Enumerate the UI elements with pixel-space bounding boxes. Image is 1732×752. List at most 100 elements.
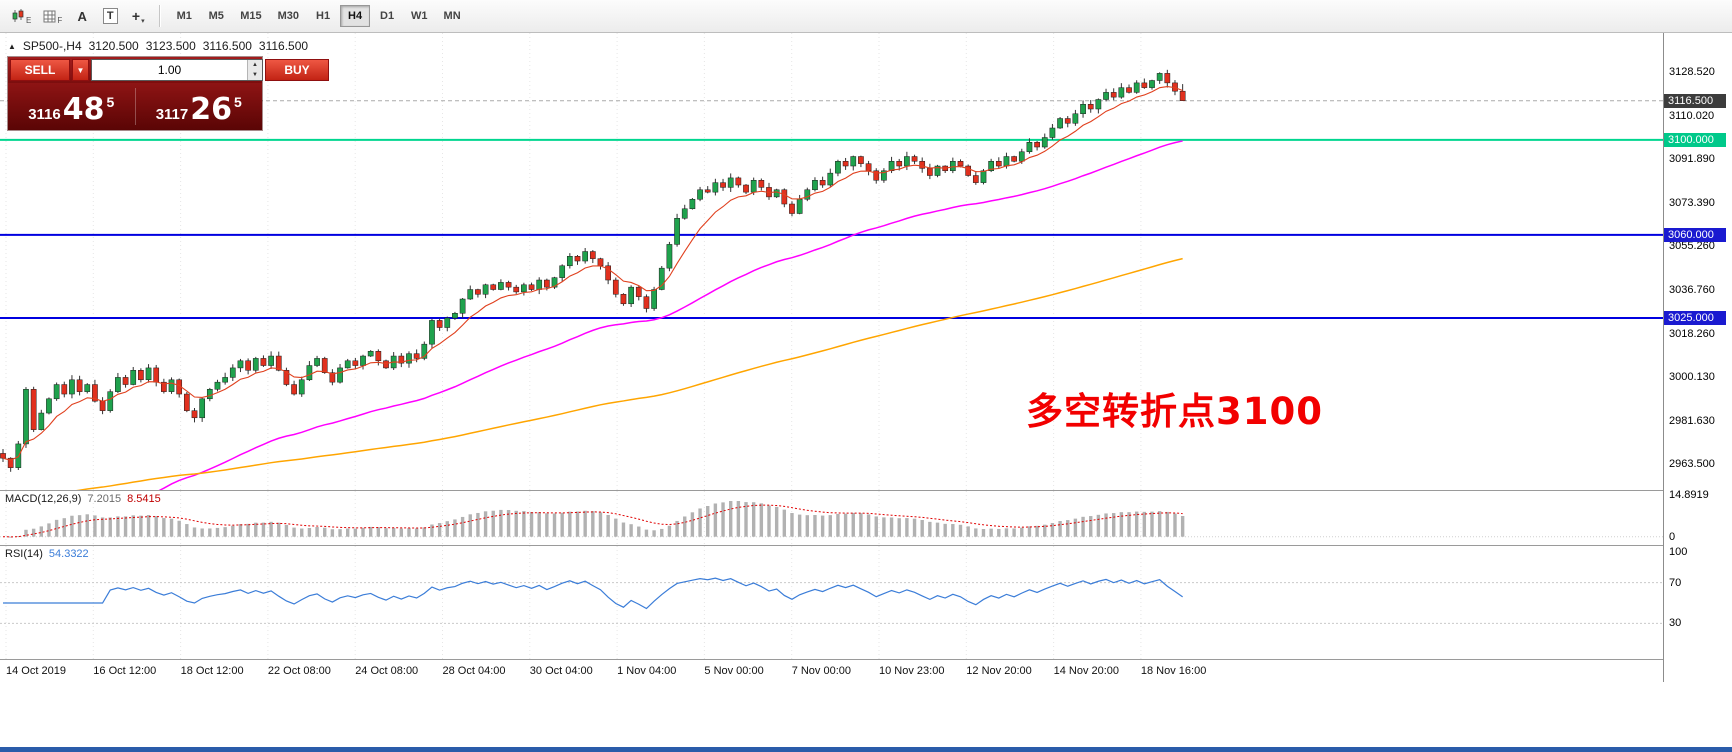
- bottom-margin: [0, 682, 1732, 752]
- time-axis-label: 7 Nov 00:00: [791, 665, 852, 677]
- rsi-value: 54.3322: [48, 548, 89, 560]
- window-bottom-edge: [0, 747, 1732, 752]
- buy-button[interactable]: BUY: [265, 59, 329, 81]
- sell-price-display[interactable]: 3116 48 5: [8, 83, 135, 130]
- grid-tool-button[interactable]: F: [38, 4, 67, 28]
- price-axis[interactable]: 3128.520 3110.020 3091.890 3073.390 3055.260…: [1663, 33, 1732, 682]
- crosshair-tool-button[interactable]: + ▾: [125, 4, 151, 28]
- timeframe-button-W1[interactable]: W1: [404, 5, 435, 27]
- sell-price-big-digits: 48: [62, 92, 105, 128]
- trade-prices-row: 3116 48 5 3117 26 5: [8, 83, 262, 130]
- timeframe-button-M30[interactable]: M30: [271, 5, 306, 27]
- text-tool-button[interactable]: T: [97, 4, 123, 28]
- timeframe-button-M1[interactable]: M1: [169, 5, 199, 27]
- timeframe-button-H1[interactable]: H1: [308, 5, 338, 27]
- price-level-badge-3060: 3060.000: [1664, 227, 1726, 242]
- grid-icon: [43, 10, 56, 22]
- sell-price-prefix: 3116: [28, 105, 61, 123]
- timeframe-button-MN[interactable]: MN: [437, 5, 468, 27]
- timeframe-button-M5[interactable]: M5: [201, 5, 231, 27]
- rsi-title: RSI(14): [5, 548, 43, 560]
- order-type-dropdown[interactable]: ▼: [72, 59, 89, 81]
- timeframe-button-H4[interactable]: H4: [340, 5, 371, 27]
- trade-controls-row: SELL ▼ ▲ ▼ BUY: [8, 57, 329, 83]
- time-axis-label: 14 Oct 2019: [6, 665, 66, 677]
- letter-a-tool-button[interactable]: A: [69, 4, 95, 28]
- chart-quote-header: ▲ SP500-,H4 3120.500 3123.500 3116.500 3…: [8, 39, 308, 53]
- price-axis-tick: 3036.760: [1669, 284, 1715, 297]
- rsi-axis-tick: 70: [1669, 576, 1682, 589]
- price-axis-tick: 3091.890: [1669, 153, 1715, 166]
- macd-axis-tick: 0: [1669, 530, 1676, 543]
- main-toolbar: E F A T + ▾ M1 M5 M15 M30 H1 H4 D1 W1 MN: [0, 0, 1732, 33]
- buy-price-prefix: 3117: [155, 105, 189, 123]
- quote-high: 3123.500: [145, 39, 196, 53]
- price-axis-tick: 3055.260: [1669, 240, 1715, 253]
- toolbar-separator: [159, 5, 162, 27]
- buy-price-pip-digit: 5: [234, 94, 242, 110]
- time-axis-label: 30 Oct 04:00: [529, 665, 593, 677]
- time-axis-label: 24 Oct 08:00: [355, 665, 419, 677]
- volume-spinner: ▲ ▼: [247, 60, 262, 80]
- rsi-axis-tick: 100: [1669, 546, 1688, 558]
- price-axis-tick: 3000.130: [1669, 371, 1715, 384]
- crosshair-icon: +: [131, 8, 141, 24]
- quote-low: 3116.500: [202, 39, 252, 53]
- macd-indicator-label: MACD(12,26,9) 7.2015 8.5415: [5, 493, 161, 505]
- price-axis-tick: 3128.520: [1669, 66, 1715, 79]
- chevron-down-icon: ▼: [76, 65, 85, 75]
- rsi-canvas[interactable]: [0, 546, 1663, 659]
- macd-signal-value: 8.5415: [127, 493, 161, 505]
- time-axis-label: 16 Oct 12:00: [93, 665, 157, 677]
- chart-type-button[interactable]: E: [6, 4, 36, 28]
- chart-text-annotation[interactable]: 多空转折点3100: [1026, 390, 1323, 433]
- macd-title: MACD(12,26,9): [5, 493, 82, 505]
- time-axis-separator: [0, 659, 1732, 660]
- current-price-badge: 3116.500: [1664, 93, 1726, 108]
- price-axis-tick: 3110.020: [1669, 110, 1715, 123]
- time-axis-label: 1 Nov 04:00: [617, 665, 677, 677]
- time-axis-label: 18 Oct 12:00: [180, 665, 244, 677]
- volume-input[interactable]: [92, 60, 247, 80]
- volume-increase-button[interactable]: ▲: [248, 60, 262, 70]
- time-axis-label: 14 Nov 20:00: [1053, 665, 1120, 677]
- buy-price-big-digits: 26: [190, 92, 232, 128]
- timeframe-group: M1 M5 M15 M30 H1 H4 D1 W1 MN: [169, 5, 467, 27]
- text-tool-label: T: [102, 8, 118, 24]
- quote-close: 3116.500: [258, 39, 309, 53]
- price-axis-tick: 3073.390: [1669, 197, 1715, 210]
- time-axis-label: 12 Nov 20:00: [966, 665, 1032, 677]
- macd-main-value: 7.2015: [87, 493, 122, 505]
- price-axis-tick: 3018.260: [1669, 328, 1715, 341]
- price-axis-tick: 2963.500: [1669, 458, 1715, 471]
- rsi-panel-splitter[interactable]: [0, 545, 1732, 546]
- macd-axis-tick: 14.8919: [1669, 489, 1709, 502]
- time-axis-label: 5 Nov 00:00: [704, 665, 764, 677]
- main-chart-canvas[interactable]: [0, 33, 1663, 490]
- sell-price-pip-digit: 5: [106, 94, 115, 110]
- price-level-badge-3025: 3025.000: [1664, 311, 1726, 326]
- buy-price-display[interactable]: 3117 26 5: [136, 83, 263, 130]
- price-axis-tick: 2981.630: [1669, 415, 1715, 428]
- macd-panel-splitter[interactable]: [0, 490, 1732, 491]
- volume-decrease-button[interactable]: ▼: [248, 70, 262, 80]
- price-divider: [134, 88, 136, 125]
- collapse-triangle-icon[interactable]: ▲: [8, 41, 16, 51]
- time-axis-label: 18 Nov 16:00: [1140, 665, 1207, 677]
- time-axis-label: 28 Oct 04:00: [442, 665, 506, 677]
- quote-open: 3120.500: [88, 39, 139, 53]
- symbol-timeframe-label: SP500-,H4: [22, 39, 82, 53]
- chevron-down-icon: ▾: [141, 18, 145, 25]
- rsi-axis-tick: 30: [1669, 617, 1682, 630]
- volume-field: ▲ ▼: [91, 59, 263, 81]
- macd-canvas[interactable]: [0, 491, 1663, 545]
- sell-button[interactable]: SELL: [10, 59, 70, 81]
- time-axis[interactable]: 14 Oct 2019 16 Oct 12:00 18 Oct 12:00 22 Oc…: [0, 660, 1663, 682]
- chart-type-sub-label: E: [26, 16, 32, 25]
- time-axis-label: 22 Oct 08:00: [267, 665, 331, 677]
- one-click-trading-panel: SELL ▼ ▲ ▼ BUY 3116 48 5 3117 26: [8, 57, 329, 130]
- timeframe-button-D1[interactable]: D1: [372, 5, 402, 27]
- timeframe-button-M15[interactable]: M15: [233, 5, 268, 27]
- price-level-badge-3100: 3100.000: [1664, 132, 1726, 147]
